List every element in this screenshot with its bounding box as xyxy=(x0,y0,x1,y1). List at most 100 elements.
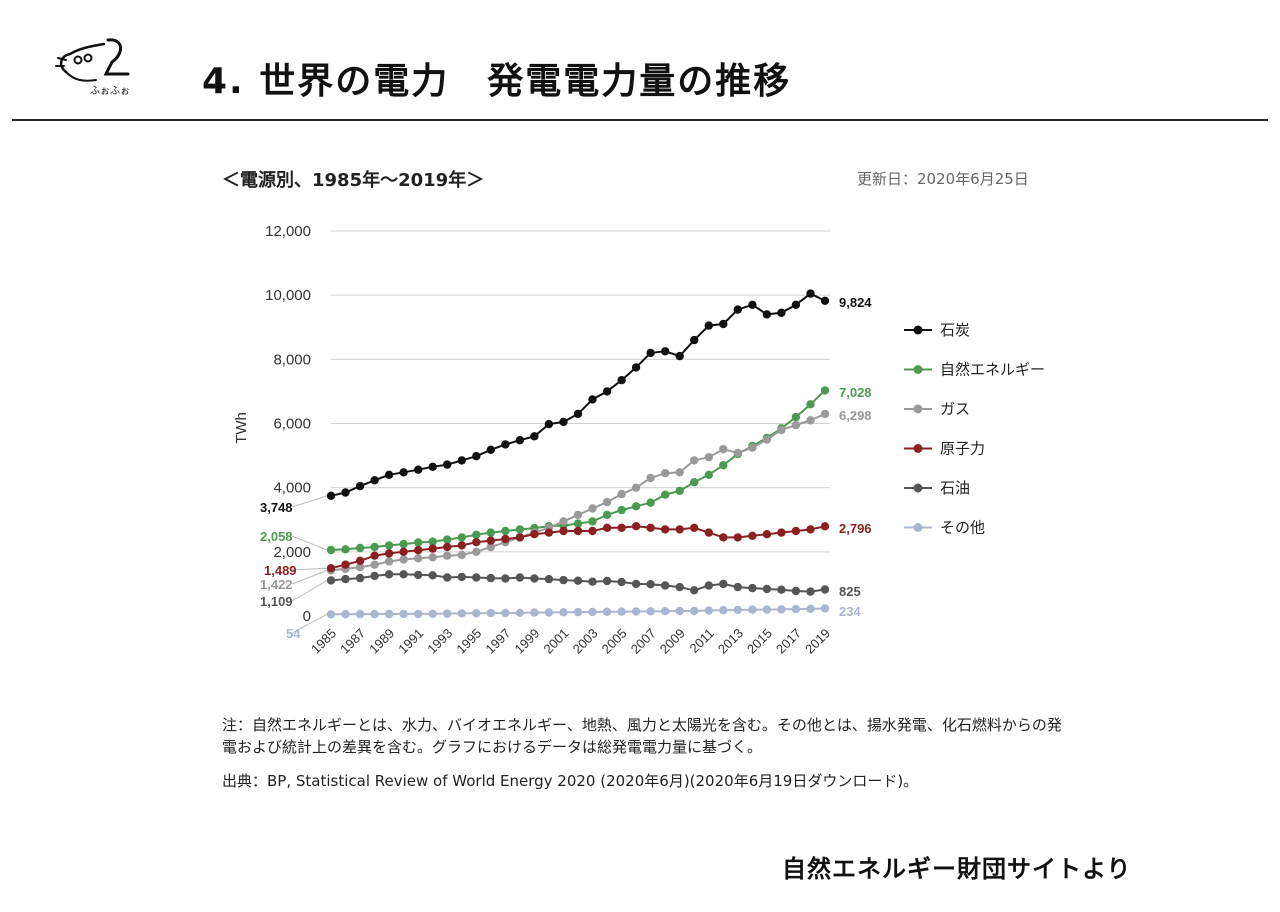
x-tick-label: 2013 xyxy=(715,626,746,657)
data-point xyxy=(704,453,713,462)
updated-date: 更新日：2020年6月25日 xyxy=(857,170,1029,188)
y-tick-label: 0 xyxy=(303,608,311,625)
legend-item: 原子力 xyxy=(904,441,985,458)
data-point xyxy=(573,409,583,419)
x-tick-label: 1987 xyxy=(337,626,368,657)
data-point xyxy=(661,607,670,616)
data-point xyxy=(428,609,437,618)
data-point xyxy=(690,478,699,487)
series-その他 xyxy=(326,604,830,619)
data-point xyxy=(355,609,365,619)
data-point xyxy=(341,488,350,497)
data-point xyxy=(457,541,466,550)
data-point xyxy=(806,289,815,298)
data-point xyxy=(573,526,583,536)
x-tick-label: 1999 xyxy=(511,626,542,657)
data-point xyxy=(443,535,452,544)
data-point xyxy=(326,576,336,585)
data-point xyxy=(370,609,379,619)
data-point xyxy=(355,481,365,491)
data-point xyxy=(370,551,379,560)
end-value-label: 234 xyxy=(839,604,861,619)
x-tick-label: 1985 xyxy=(308,626,339,657)
data-point xyxy=(428,544,437,553)
data-point xyxy=(559,517,568,526)
data-point xyxy=(661,347,670,356)
data-point xyxy=(443,542,452,552)
data-point xyxy=(820,604,830,613)
data-point xyxy=(501,608,510,618)
data-point xyxy=(806,400,815,409)
data-point xyxy=(762,584,772,594)
data-point xyxy=(486,542,495,552)
data-point xyxy=(748,300,757,309)
leader-line xyxy=(291,535,328,551)
leader-line xyxy=(291,567,328,571)
data-point xyxy=(791,412,801,422)
data-point xyxy=(399,539,408,549)
data-point xyxy=(704,321,713,330)
data-point xyxy=(414,609,423,619)
data-point xyxy=(704,528,713,537)
data-point xyxy=(370,476,379,485)
chart-heading: ＜電源別、1985年～2019年＞ xyxy=(222,170,485,191)
data-point xyxy=(820,409,830,419)
data-point xyxy=(661,581,670,590)
data-point xyxy=(820,585,830,594)
legend-label: 石炭 xyxy=(940,322,970,339)
data-point xyxy=(559,575,568,585)
data-point xyxy=(515,533,525,542)
data-point xyxy=(472,530,481,539)
data-point xyxy=(617,523,626,532)
data-point xyxy=(530,608,539,617)
data-point xyxy=(501,534,510,544)
chart-gridlines xyxy=(331,230,830,553)
data-point xyxy=(486,536,495,545)
data-point xyxy=(617,577,626,587)
y-tick-label: 2,000 xyxy=(273,544,311,561)
y-tick-label: 4,000 xyxy=(273,480,311,497)
logo-text: ふぉふぉ xyxy=(90,85,130,97)
title-divider xyxy=(12,119,1268,121)
data-point xyxy=(588,517,597,526)
chart-note: 注：自然エネルギーとは、水力、バイオエネルギー、地熱、風力と太陽光を含む。その他… xyxy=(222,716,1062,756)
data-point xyxy=(443,609,452,618)
legend-marker xyxy=(913,444,923,453)
data-point xyxy=(515,436,525,445)
data-point xyxy=(806,587,815,596)
data-point xyxy=(675,525,684,534)
data-point xyxy=(472,452,481,461)
data-point xyxy=(573,607,583,617)
data-point xyxy=(820,386,830,395)
data-point xyxy=(675,486,684,496)
data-point xyxy=(457,550,466,560)
data-point xyxy=(472,538,481,547)
data-point xyxy=(588,607,597,617)
y-tick-label: 10,000 xyxy=(265,287,311,304)
slide-title: 4. 世界の電力 発電電力量の推移 xyxy=(202,61,792,102)
data-point xyxy=(791,300,801,309)
data-point xyxy=(690,456,699,465)
data-point xyxy=(719,461,728,470)
x-tick-label: 1991 xyxy=(395,626,426,657)
end-value-label: 9,824 xyxy=(839,295,872,310)
start-value-label: 1,489 xyxy=(264,563,297,578)
data-point xyxy=(486,528,495,537)
legend-label: ガス xyxy=(940,401,970,418)
data-point xyxy=(631,483,641,492)
data-point xyxy=(733,605,742,615)
data-point xyxy=(631,363,641,372)
data-point xyxy=(631,607,641,616)
legend-label: 自然エネルギー xyxy=(940,362,1045,379)
data-point xyxy=(530,530,539,539)
chart-data-labels: 3,748 9,824 2,058 7,028 1,422 6,298 1,489 2,796… xyxy=(260,295,872,641)
data-point xyxy=(675,606,684,616)
x-tick-label: 1989 xyxy=(366,626,397,657)
data-point xyxy=(733,448,742,458)
start-value-label: 54 xyxy=(286,626,301,641)
legend-item: 自然エネルギー xyxy=(904,362,1045,379)
data-point xyxy=(355,556,365,565)
legend-marker xyxy=(913,365,923,374)
data-point xyxy=(631,502,641,511)
data-point xyxy=(588,395,597,404)
